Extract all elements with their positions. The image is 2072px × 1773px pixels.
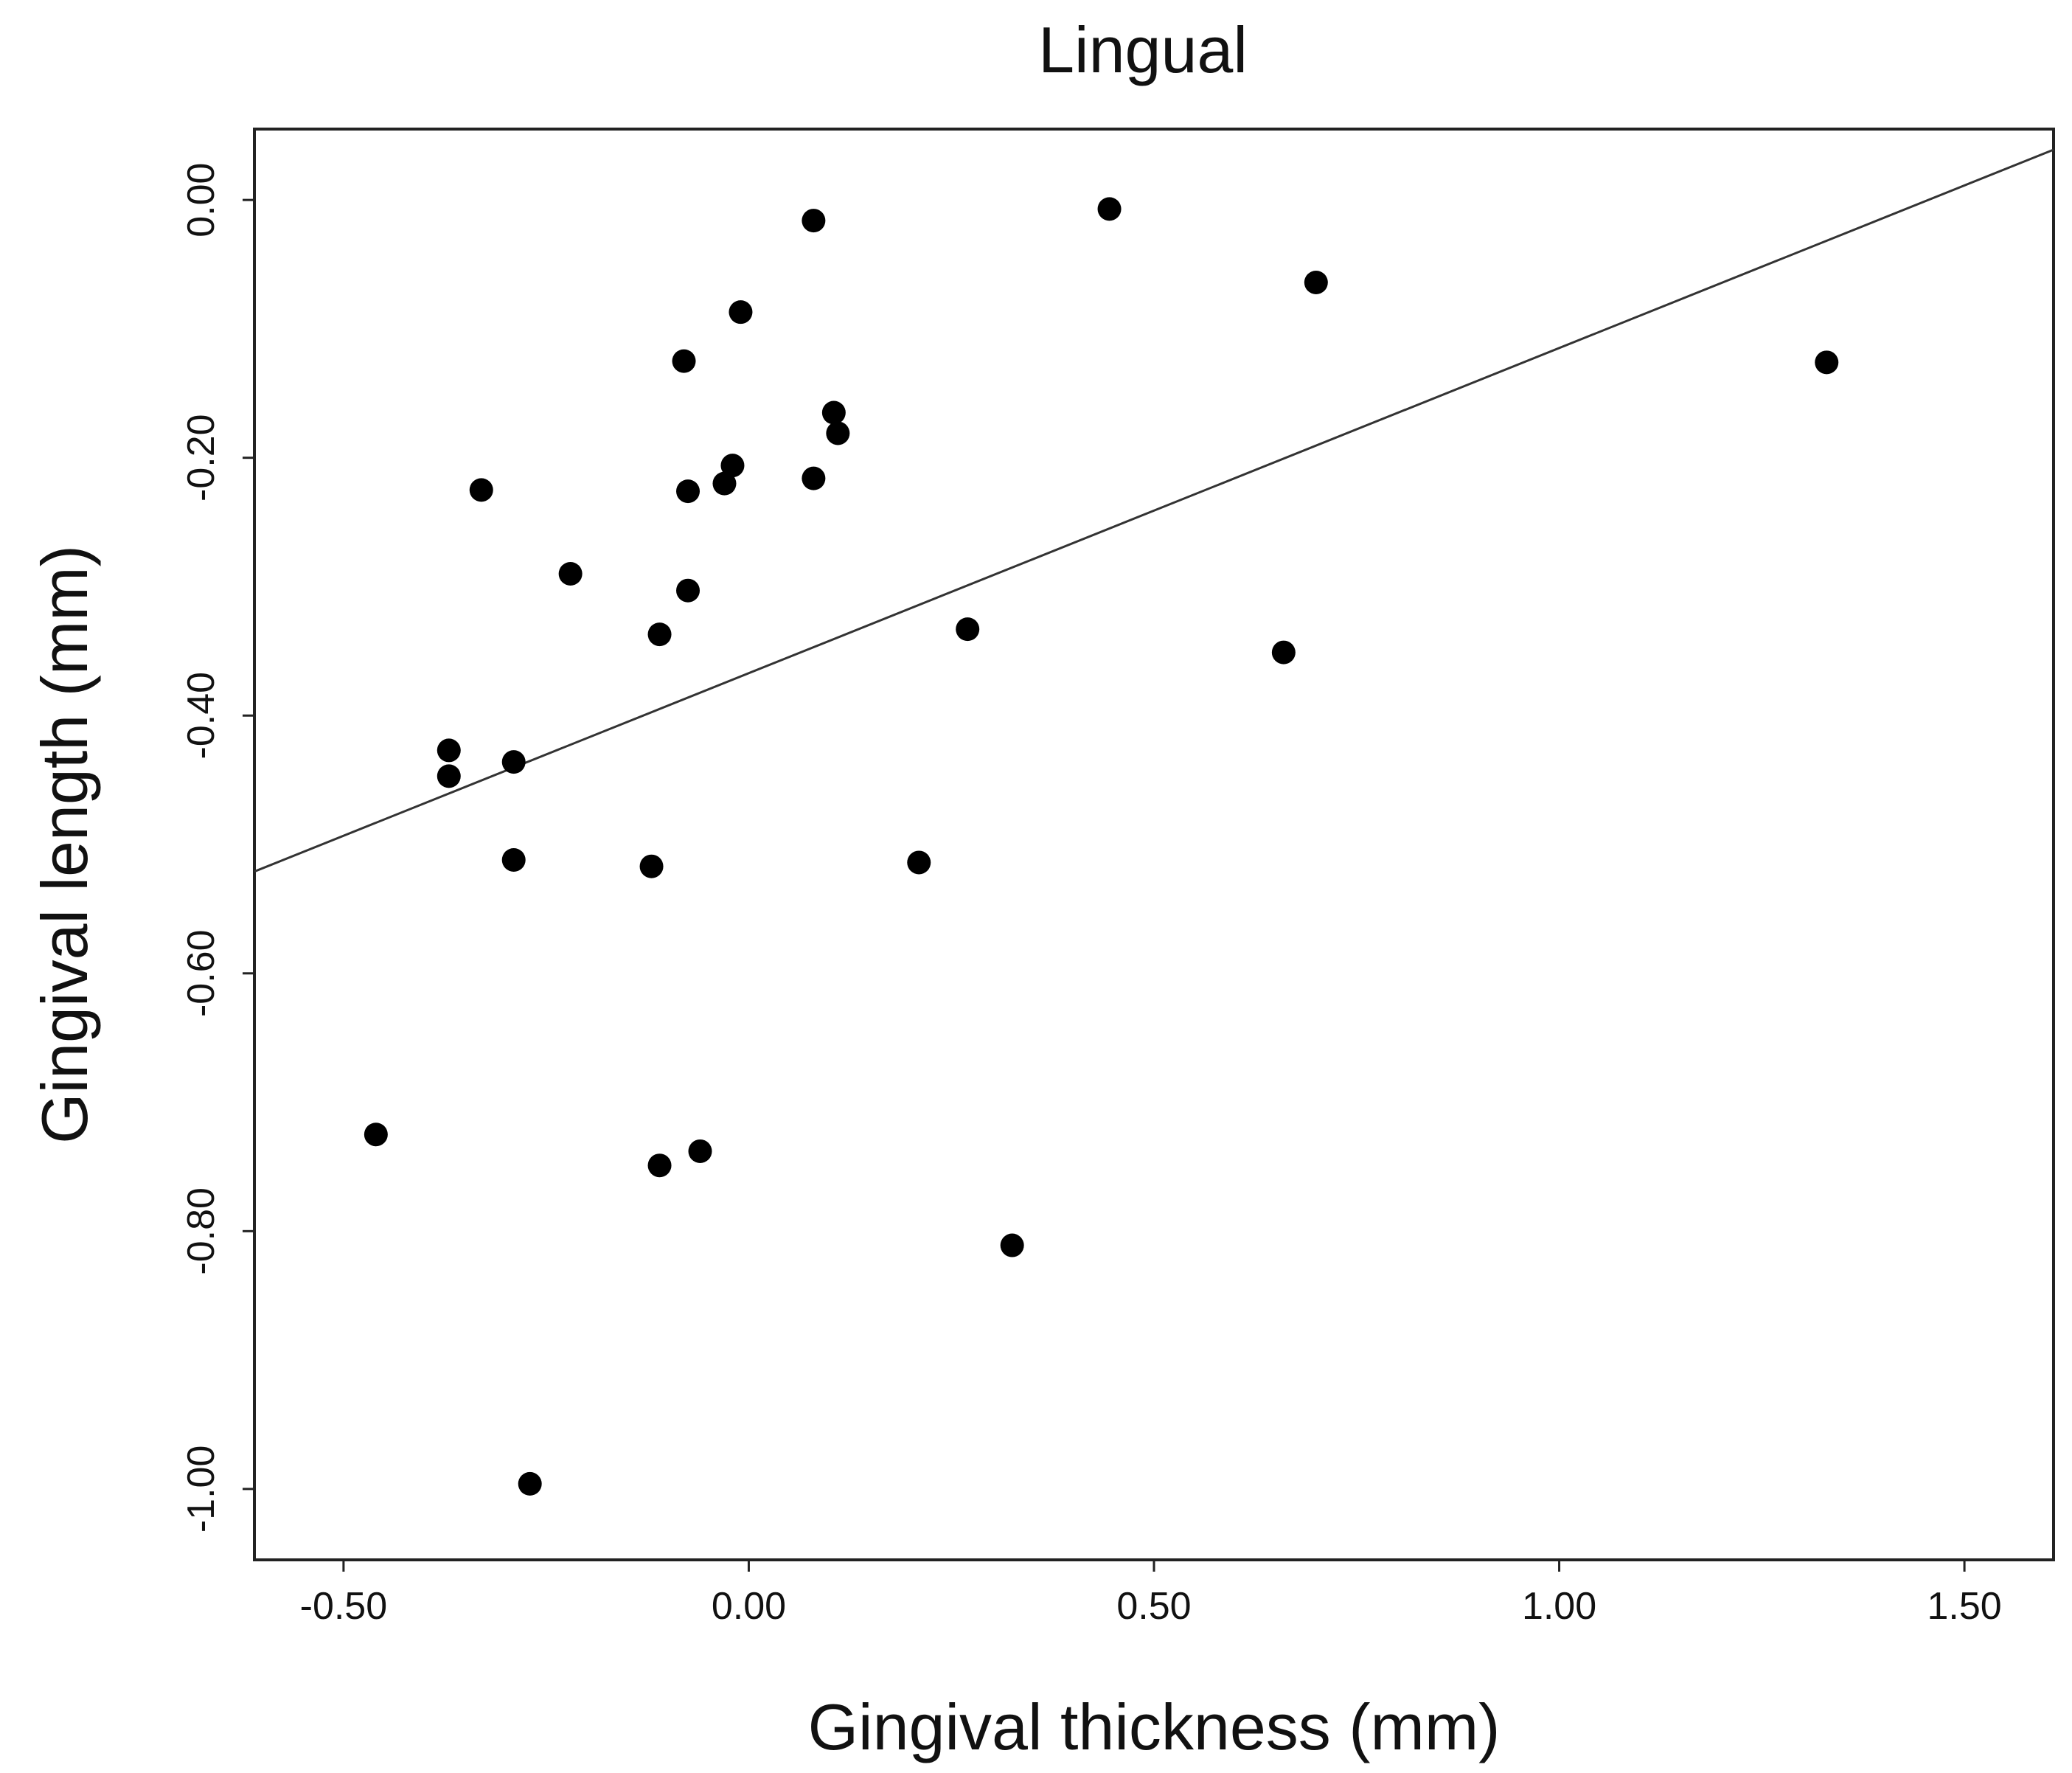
- scatter-point: [729, 300, 753, 325]
- scatter-point: [672, 349, 696, 373]
- y-tick-label: -0.20: [180, 414, 223, 502]
- x-axis-label: Gingival thickness (mm): [808, 1690, 1501, 1763]
- scatter-point: [437, 764, 461, 788]
- scatter-point: [647, 1153, 672, 1178]
- regression-line: [254, 148, 2054, 873]
- y-tick-label: -1.00: [180, 1446, 223, 1533]
- scatter-point: [802, 466, 826, 490]
- scatter-point: [501, 750, 526, 774]
- scatter-point: [1000, 1233, 1024, 1257]
- scatter-point: [1815, 350, 1839, 375]
- scatter-point: [364, 1123, 388, 1147]
- chart-title: Lingual: [1038, 13, 1248, 86]
- scatter-point: [501, 847, 526, 872]
- x-tick-label: 1.00: [1522, 1585, 1596, 1628]
- scatter-point: [437, 738, 461, 763]
- y-tick-label: -0.60: [180, 930, 223, 1018]
- scatter-point: [469, 478, 493, 502]
- scatter-point: [518, 1471, 542, 1496]
- x-tick-label: 0.50: [1116, 1585, 1191, 1628]
- scatter-point: [676, 578, 700, 603]
- scatter-point: [558, 561, 583, 586]
- scatter-point: [1097, 197, 1122, 221]
- plot-frame: [253, 128, 2055, 1561]
- scatter-point: [639, 854, 664, 878]
- scatter-point: [802, 209, 826, 233]
- y-tick-label: -0.80: [180, 1187, 223, 1275]
- y-tick-label: -0.40: [180, 672, 223, 760]
- scatter-point: [720, 454, 745, 478]
- x-tick-label: -0.50: [300, 1585, 388, 1628]
- x-tick-label: 0.00: [712, 1585, 786, 1628]
- scatter-point: [676, 479, 700, 504]
- scatter-point: [821, 400, 846, 425]
- scatter-point: [956, 617, 980, 642]
- scatter-point: [826, 421, 850, 445]
- scatter-point: [907, 850, 931, 875]
- points-group: [364, 197, 1839, 1496]
- x-tick-label: 1.50: [1927, 1585, 2001, 1628]
- scatter-point: [1271, 640, 1296, 665]
- fit-line-group: [254, 148, 2054, 873]
- x-axis: -0.50 0.00 0.50 1.00 1.50: [300, 1560, 2002, 1628]
- y-axis: 0.00 -0.20 -0.40 -0.60 -0.80 -1.00: [180, 163, 254, 1533]
- y-axis-label: Gingival length (mm): [28, 545, 101, 1144]
- scatter-point: [647, 622, 672, 647]
- scatter-point: [1304, 270, 1328, 294]
- y-tick-label: 0.00: [180, 163, 223, 237]
- scatter-point: [688, 1139, 712, 1163]
- scatter-point: [712, 471, 737, 496]
